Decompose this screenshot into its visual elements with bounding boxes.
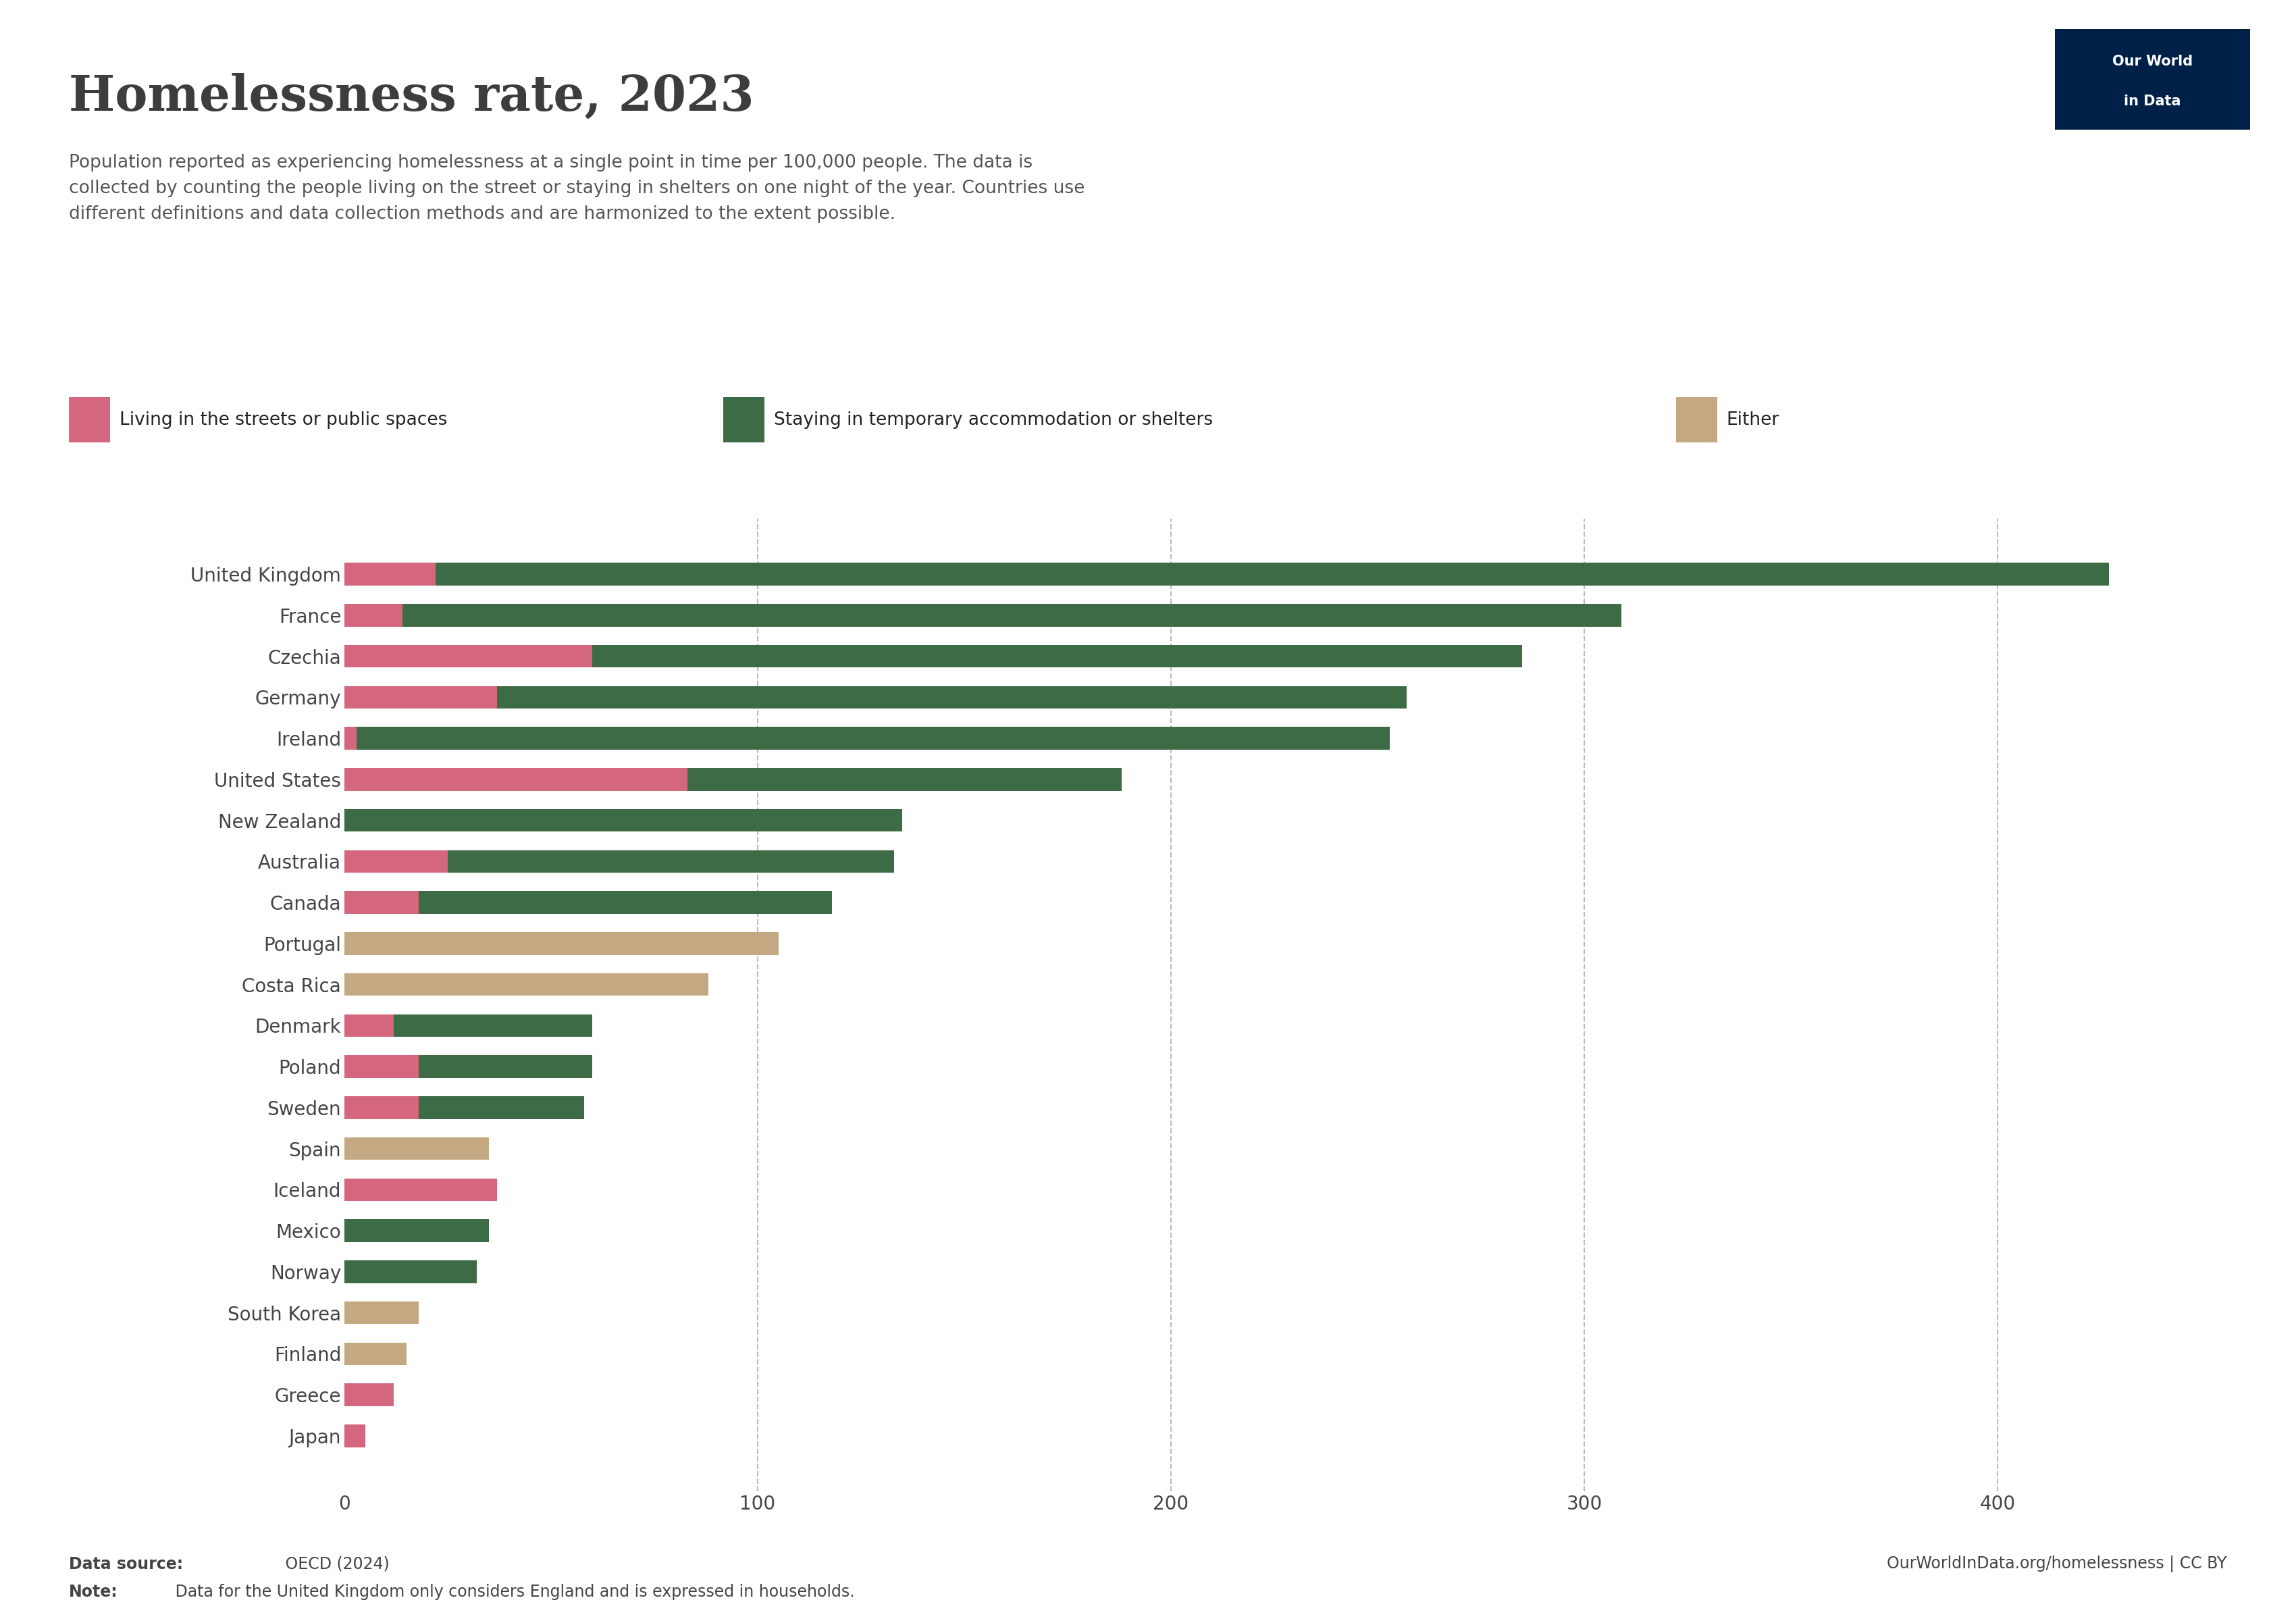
Text: OECD (2024): OECD (2024) xyxy=(280,1556,390,1572)
Text: Staying in temporary accommodation or shelters: Staying in temporary accommodation or sh… xyxy=(774,412,1212,428)
Bar xyxy=(344,562,436,585)
Bar xyxy=(344,686,498,708)
Bar xyxy=(356,728,1389,749)
Bar xyxy=(344,892,418,914)
Bar xyxy=(448,849,893,872)
Bar xyxy=(418,1055,592,1078)
Bar xyxy=(436,562,2110,585)
Bar xyxy=(344,1178,498,1201)
Bar xyxy=(344,932,778,955)
Text: Population reported as experiencing homelessness at a single point in time per 1: Population reported as experiencing home… xyxy=(69,154,1084,222)
Text: Either: Either xyxy=(1727,412,1779,428)
Bar xyxy=(344,1425,365,1448)
Bar xyxy=(395,1015,592,1037)
Text: Homelessness rate, 2023: Homelessness rate, 2023 xyxy=(69,73,753,122)
Bar xyxy=(344,1342,406,1365)
Text: Data for the United Kingdom only considers England and is expressed in household: Data for the United Kingdom only conside… xyxy=(170,1584,854,1600)
Bar xyxy=(344,1138,406,1161)
Bar xyxy=(344,768,687,791)
Bar xyxy=(344,1261,478,1282)
Bar xyxy=(344,1015,395,1037)
Bar xyxy=(418,892,831,914)
Bar xyxy=(402,605,1621,627)
Text: Note:: Note: xyxy=(69,1584,117,1600)
Bar xyxy=(344,1055,418,1078)
Bar xyxy=(498,686,1407,708)
Bar xyxy=(344,605,402,627)
Text: in Data: in Data xyxy=(2124,94,2181,109)
Bar xyxy=(344,1096,418,1118)
Bar xyxy=(344,1219,489,1242)
Bar xyxy=(687,768,1120,791)
Bar xyxy=(418,1096,583,1118)
Bar xyxy=(344,645,592,668)
Bar xyxy=(344,849,448,872)
Bar xyxy=(344,1138,489,1161)
Text: Data source:: Data source: xyxy=(69,1556,184,1572)
Bar xyxy=(344,728,356,749)
Bar xyxy=(344,1302,418,1324)
Bar xyxy=(344,809,902,832)
Bar xyxy=(592,645,1522,668)
Text: Our World: Our World xyxy=(2112,55,2193,68)
Text: Living in the streets or public spaces: Living in the streets or public spaces xyxy=(119,412,448,428)
Bar xyxy=(344,973,707,995)
Text: OurWorldInData.org/homelessness | CC BY: OurWorldInData.org/homelessness | CC BY xyxy=(1887,1556,2227,1572)
Bar xyxy=(344,1383,395,1405)
